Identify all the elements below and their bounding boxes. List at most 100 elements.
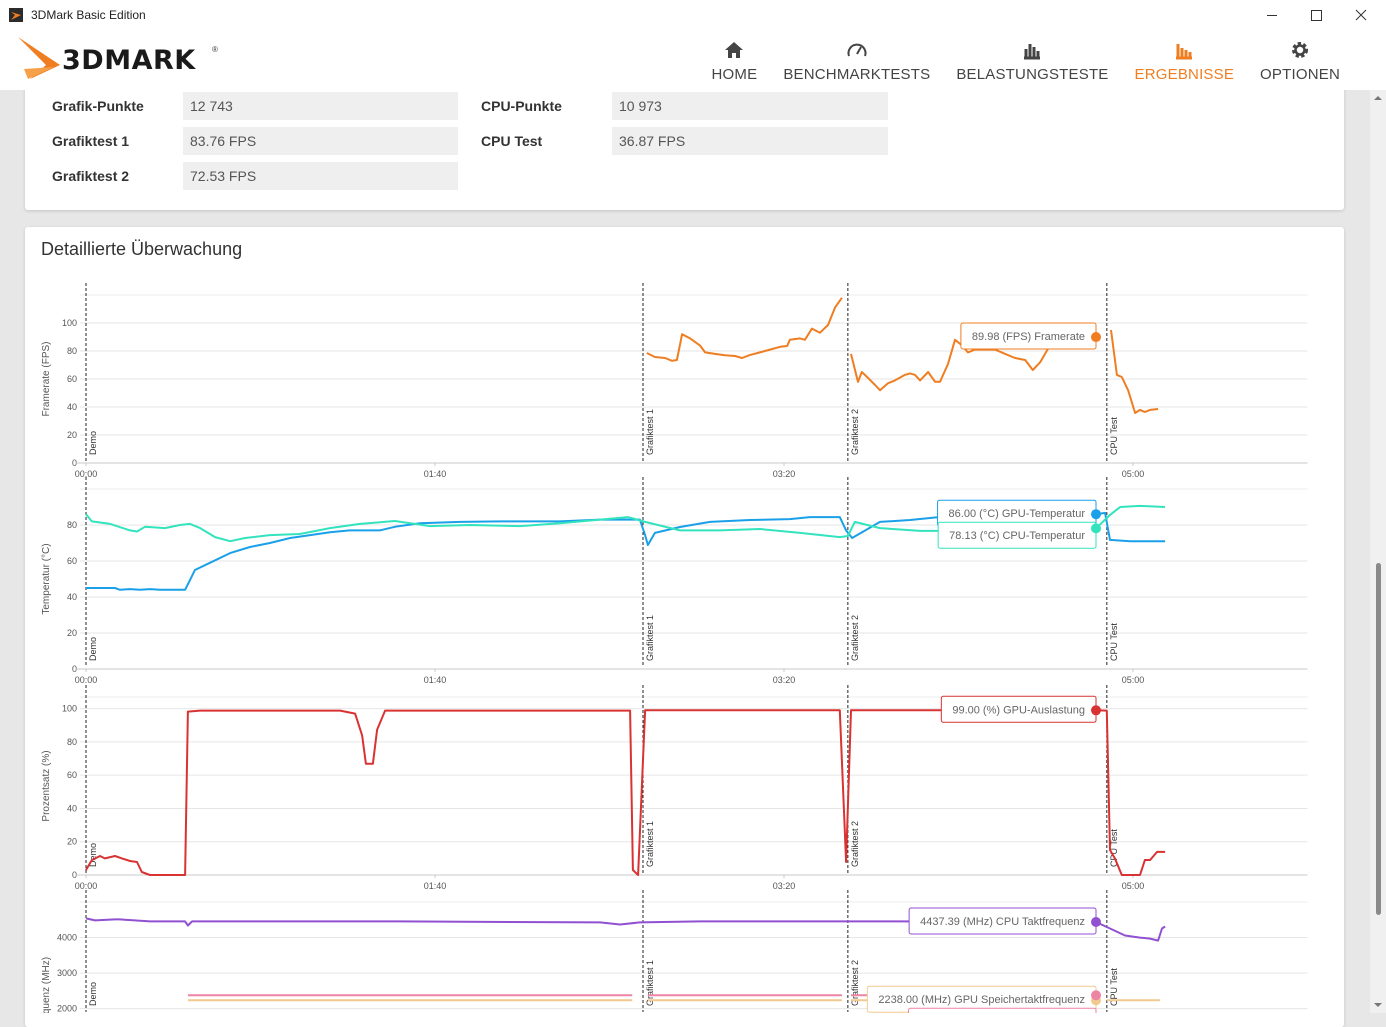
tooltip: 2378.04 (MHz) GPU Taktfrequenz: [908, 1007, 1097, 1013]
x-tick-label: 03:20: [773, 469, 796, 479]
title-bar-graphics: [9, 8, 1367, 22]
y-tick-label: 0: [72, 870, 77, 880]
nav-item[interactable]: BENCHMARKTESTS: [783, 31, 930, 83]
nav-label: BELASTUNGSTESTE: [956, 66, 1109, 83]
phase-label: CPU Test: [1109, 829, 1119, 867]
x-tick-label: 01:40: [424, 675, 447, 685]
series-line: [646, 297, 1159, 414]
phase-label: Grafiktest 2: [850, 409, 860, 455]
y-tick-label: 20: [67, 430, 77, 440]
logo-swoosh: [18, 37, 60, 79]
phase-label: CPU Test: [1109, 417, 1119, 455]
y-tick-label: 80: [67, 520, 77, 530]
y-axis-label: Temperatur (°C): [41, 543, 52, 614]
score-label: Grafiktest 2: [52, 168, 130, 184]
close-button[interactable]: [1355, 9, 1367, 21]
tooltip-text: 99.00 (%) GPU-Auslastung: [952, 704, 1085, 716]
nav-item[interactable]: ERGEBNISSE: [1135, 31, 1235, 83]
tooltip-text: 89.98 (FPS) Framerate: [972, 331, 1085, 343]
app-icon-mark: [11, 12, 21, 20]
y-tick-label: 20: [67, 628, 77, 638]
hover-point: [1091, 990, 1102, 1001]
hover-point: [1091, 705, 1102, 716]
scrollbar-thumb[interactable]: [1376, 563, 1381, 915]
series-line: [85, 709, 1166, 876]
maximize-button[interactable]: [1311, 10, 1322, 21]
hover-point: [1091, 332, 1102, 343]
nav: HOME BENCHMARKTESTS BELASTUNGSTESTE ERGE…: [712, 31, 1341, 83]
tooltip-text: 4437.39 (MHz) CPU Taktfrequenz: [920, 916, 1085, 928]
x-tick-label: 01:40: [424, 469, 447, 479]
x-tick-label: 03:20: [773, 675, 796, 685]
y-tick-label: 40: [67, 402, 77, 412]
tooltip-box: [937, 521, 1097, 549]
score-value: 10 973: [612, 92, 888, 120]
y-tick-label: 60: [67, 374, 77, 384]
score-panel: Grafik-Punkte 12 743 Grafiktest 1 83.76 FPS…: [25, 70, 1344, 210]
phase-label: CPU Test: [1109, 968, 1119, 1006]
y-tick-label: 40: [67, 803, 77, 813]
tooltip-text: 2238.00 (MHz) GPU Speichertaktfrequenz: [878, 994, 1085, 1006]
phase-label: Grafiktest 1: [645, 409, 655, 455]
nav-label: ERGEBNISSE: [1134, 66, 1235, 83]
nav-item[interactable]: HOME: [712, 31, 758, 83]
y-axis-label: Frequenz (MHz): [41, 957, 52, 1013]
score-value: 12 743: [183, 92, 458, 120]
y-tick-label: 60: [67, 770, 77, 780]
y-tick-label: 20: [67, 837, 77, 847]
x-tick-label: 05:00: [1122, 469, 1145, 479]
x-tick-label: 00:00: [75, 675, 98, 685]
score-row: Grafik-Punkte 12 743: [52, 92, 458, 120]
hover-point: [1091, 509, 1102, 520]
phase-label: Demo: [88, 982, 98, 1006]
phase-label: Grafiktest 1: [645, 615, 655, 661]
nav-icon: [1292, 42, 1309, 58]
logo-shape: [24, 67, 54, 79]
y-tick-label: 0: [72, 664, 77, 674]
y-axis-label: Prozentsatz (%): [41, 750, 52, 821]
score-row: Grafiktest 2 72.53 FPS: [52, 162, 458, 190]
series-line: [86, 511, 1166, 591]
scroll-up[interactable]: [1374, 96, 1382, 100]
logo-mark: ®: [212, 45, 218, 54]
nav-label: OPTIONEN: [1260, 66, 1340, 83]
tooltip-box: [908, 1007, 1097, 1013]
phase-label: Grafiktest 1: [645, 821, 655, 867]
x-tick-label: 03:20: [773, 881, 796, 891]
y-tick-label: 60: [67, 556, 77, 566]
nav-icon: [1024, 44, 1041, 60]
tooltip: 4437.39 (MHz) CPU Taktfrequenz: [908, 907, 1097, 935]
x-tick-label: 05:00: [1122, 881, 1145, 891]
scrollbar[interactable]: [1370, 90, 1386, 1013]
scroll-down[interactable]: [1374, 1003, 1382, 1007]
nav-item[interactable]: OPTIONEN: [1260, 31, 1340, 83]
window-title: 3DMark Basic Edition: [31, 8, 146, 22]
hover-point: [1091, 523, 1102, 534]
phase-label: Grafiktest 1: [645, 960, 655, 1006]
x-tick-label: 05:00: [1122, 675, 1145, 685]
phase-label: Demo: [88, 637, 98, 661]
phase-label: Grafiktest 2: [850, 821, 860, 867]
tooltip-text: 86.00 (°C) GPU-Temperatur: [949, 508, 1086, 520]
y-tick-label: 80: [67, 737, 77, 747]
y-tick-label: 3000: [57, 968, 77, 978]
section-title: Detaillierte Überwachung: [41, 239, 243, 259]
series-line: [85, 504, 1166, 543]
nav-icon: [725, 42, 744, 58]
scrollbar-track: [1370, 90, 1386, 1013]
nav-icon: [1176, 44, 1193, 60]
y-tick-label: 40: [67, 592, 77, 602]
x-tick-label: 00:00: [75, 469, 98, 479]
nav-label: BENCHMARKTESTS: [783, 66, 931, 83]
y-tick-label: 80: [67, 346, 77, 356]
score-row: CPU-Punkte 10 973: [481, 92, 888, 120]
y-tick-label: 4000: [57, 933, 77, 943]
x-tick-label: 00:00: [75, 881, 98, 891]
phase-label: Grafiktest 2: [850, 960, 860, 1006]
score-label: Grafik-Punkte: [52, 98, 144, 114]
score-value: 83.76 FPS: [183, 127, 458, 155]
score-label: Grafiktest 1: [52, 133, 130, 149]
nav-item[interactable]: BELASTUNGSTESTE: [956, 31, 1108, 83]
